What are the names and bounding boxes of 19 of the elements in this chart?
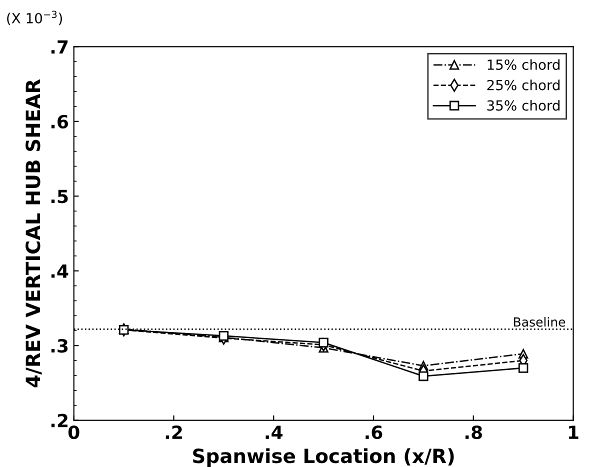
y-tick-label: .5 (51, 190, 68, 204)
y-axis-title: 4/REV VERTICAL HUB SHEAR (26, 79, 42, 388)
x-tick-label: 0 (68, 425, 80, 440)
y-tick-label: .2 (51, 414, 68, 428)
ref-line-label: Baseline (514, 317, 566, 327)
x-tick-label: 1 (569, 426, 578, 439)
legend-label: 35% chord (487, 100, 560, 111)
x-tick-label: .2 (166, 425, 182, 439)
x-axis-title: Spanwise Location (x/R) (193, 448, 454, 467)
y-tick-label: .6 (51, 114, 68, 129)
legend-label: 25% chord (487, 80, 560, 90)
text: (X 10$^{−3}$) (7, 10, 62, 26)
x-tick-label: .6 (366, 425, 382, 440)
y-tick-label: .7 (51, 40, 68, 54)
x-tick-label: .8 (466, 425, 482, 440)
y-tick-label: .3 (51, 339, 68, 353)
y-tick-label: .4 (51, 264, 68, 278)
x-tick-label: .4 (266, 426, 283, 439)
legend-label: 15% chord (488, 59, 560, 70)
